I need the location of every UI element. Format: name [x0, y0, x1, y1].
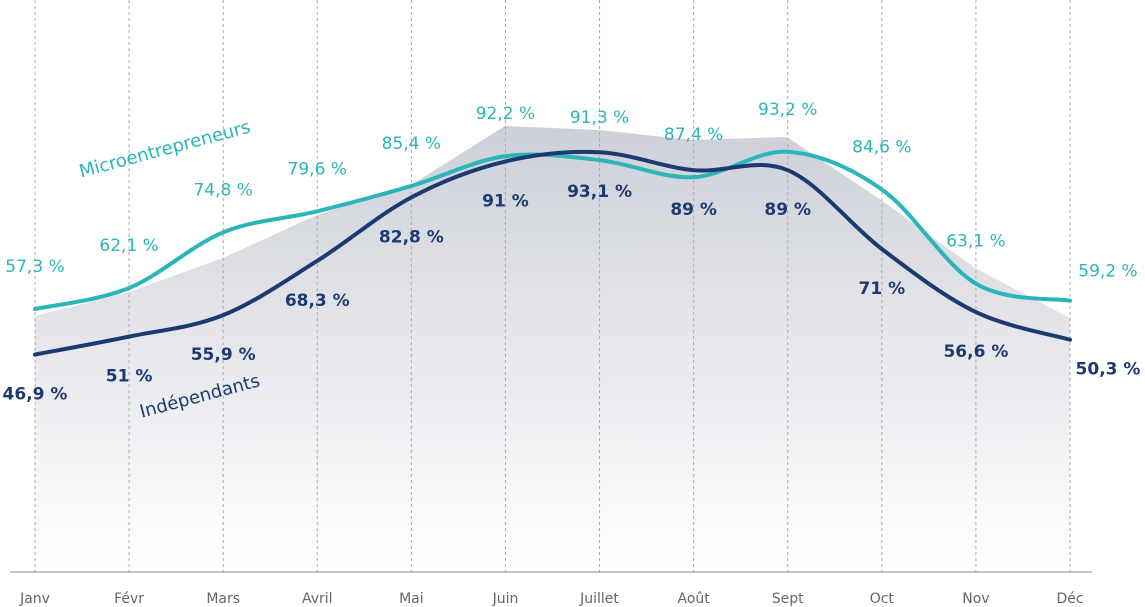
x-tick-label: Nov [962, 591, 989, 607]
data-label: 89 % [764, 200, 811, 220]
data-label: 87,4 % [664, 125, 723, 145]
data-label: 56,6 % [943, 342, 1008, 362]
data-label: 89 % [670, 200, 717, 220]
data-label: 63,1 % [946, 232, 1005, 252]
x-tick-label: Janv [19, 591, 50, 607]
series-line [33, 149, 1072, 357]
data-label: 46,9 % [3, 385, 68, 405]
data-label: 93,1 % [567, 182, 632, 202]
series-name: Microentrepreneurs [77, 117, 253, 183]
x-tick-label: Mars [206, 591, 240, 607]
data-label: 59,2 % [1078, 262, 1137, 282]
x-tick-label: Sept [772, 591, 804, 607]
x-tick-label: Mai [399, 591, 424, 607]
data-label: 71 % [859, 279, 906, 299]
x-tick-label: Juin [492, 591, 519, 607]
x-tick-label: Août [678, 591, 711, 607]
data-label: 93,2 % [758, 100, 817, 120]
data-label: 74,8 % [193, 180, 252, 200]
data-label: 82,8 % [379, 227, 444, 247]
data-label: 68,3 % [285, 291, 350, 311]
background-area [35, 126, 1070, 572]
grid: Janv Févr Mars Avril Mai Juin Juillet Août Sept O… [19, 0, 1084, 607]
data-label: 91,3 % [570, 108, 629, 128]
data-label: 92,2 % [476, 104, 535, 124]
data-label: 79,6 % [288, 159, 347, 179]
x-tick-label: Oct [870, 591, 895, 607]
x-tick-label: Déc [1056, 591, 1083, 607]
x-tick-label: Févr [114, 591, 144, 607]
data-label: 84,6 % [852, 137, 911, 157]
series-line [33, 149, 1072, 312]
data-label: 91 % [482, 191, 529, 211]
data-label: 62,1 % [99, 236, 158, 256]
data-label: 85,4 % [382, 134, 441, 154]
data-label: 57,3 % [5, 257, 64, 277]
data-label: 51 % [106, 367, 153, 387]
data-label: 55,9 % [191, 345, 256, 365]
x-tick-label: Juillet [579, 591, 619, 607]
x-tick-label: Avril [302, 591, 333, 607]
data-label: 50,3 % [1076, 360, 1141, 380]
